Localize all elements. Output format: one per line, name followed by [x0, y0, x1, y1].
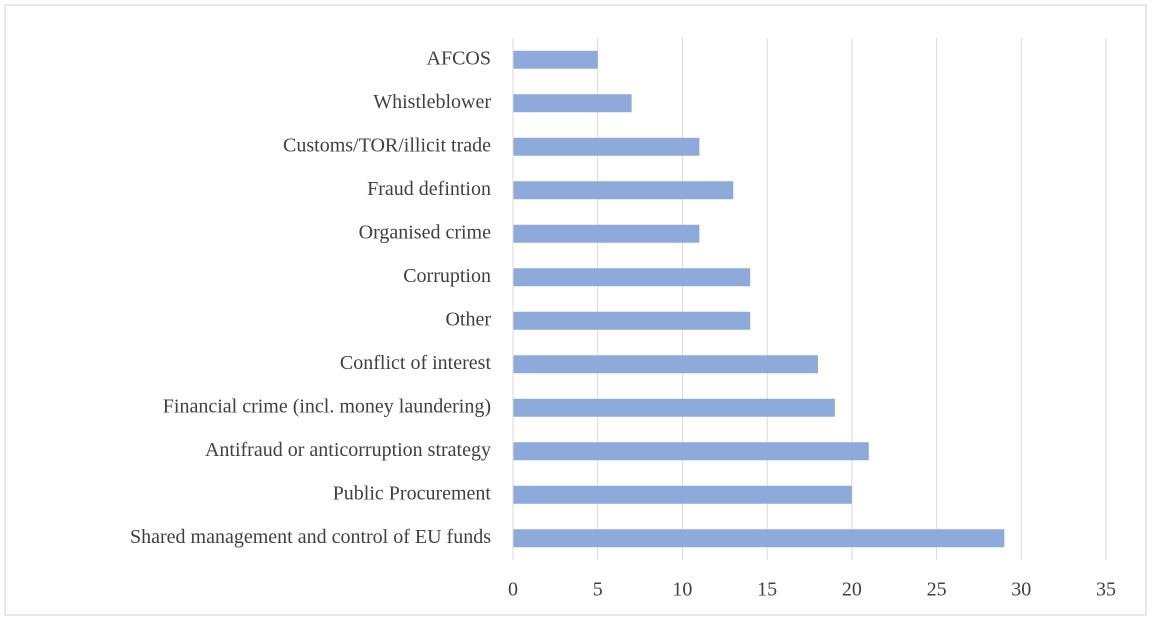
- x-tick-label: 5: [593, 579, 603, 601]
- bar: [513, 398, 835, 417]
- y-tick-label: Shared management and control of EU fund…: [130, 526, 491, 548]
- bar: [513, 485, 852, 504]
- y-tick-label: Conflict of interest: [340, 352, 492, 374]
- y-tick-label: Antifraud or anticorruption strategy: [205, 439, 491, 461]
- x-tick-label: 0: [508, 579, 518, 601]
- y-tick-label: Other: [445, 308, 491, 330]
- bar: [513, 50, 598, 69]
- y-tick-label: Customs/TOR/illicit trade: [283, 134, 491, 156]
- y-tick-label: Whistleblower: [373, 91, 491, 113]
- x-tick-label: 35: [1096, 579, 1116, 601]
- x-tick-label: 25: [927, 579, 947, 601]
- x-tick-label: 20: [842, 579, 862, 601]
- x-tick-label: 30: [1011, 579, 1031, 601]
- y-tick-label: Fraud defintion: [367, 178, 491, 200]
- bar: [513, 442, 869, 461]
- x-tick-label: 15: [757, 579, 777, 601]
- bar: [513, 181, 734, 200]
- bar: [513, 355, 818, 374]
- y-tick-label: Corruption: [403, 265, 491, 287]
- x-tick-label: 10: [672, 579, 692, 601]
- bar: [513, 94, 632, 113]
- y-tick-label: Organised crime: [359, 221, 491, 243]
- bar: [513, 137, 700, 156]
- bar: [513, 529, 1005, 548]
- y-tick-label: Public Procurement: [333, 482, 492, 504]
- bar: [513, 311, 751, 330]
- y-tick-label: AFCOS: [427, 47, 491, 69]
- bar: [513, 224, 700, 243]
- bar: [513, 268, 751, 287]
- y-tick-label: Financial crime (incl. money laundering): [163, 395, 491, 417]
